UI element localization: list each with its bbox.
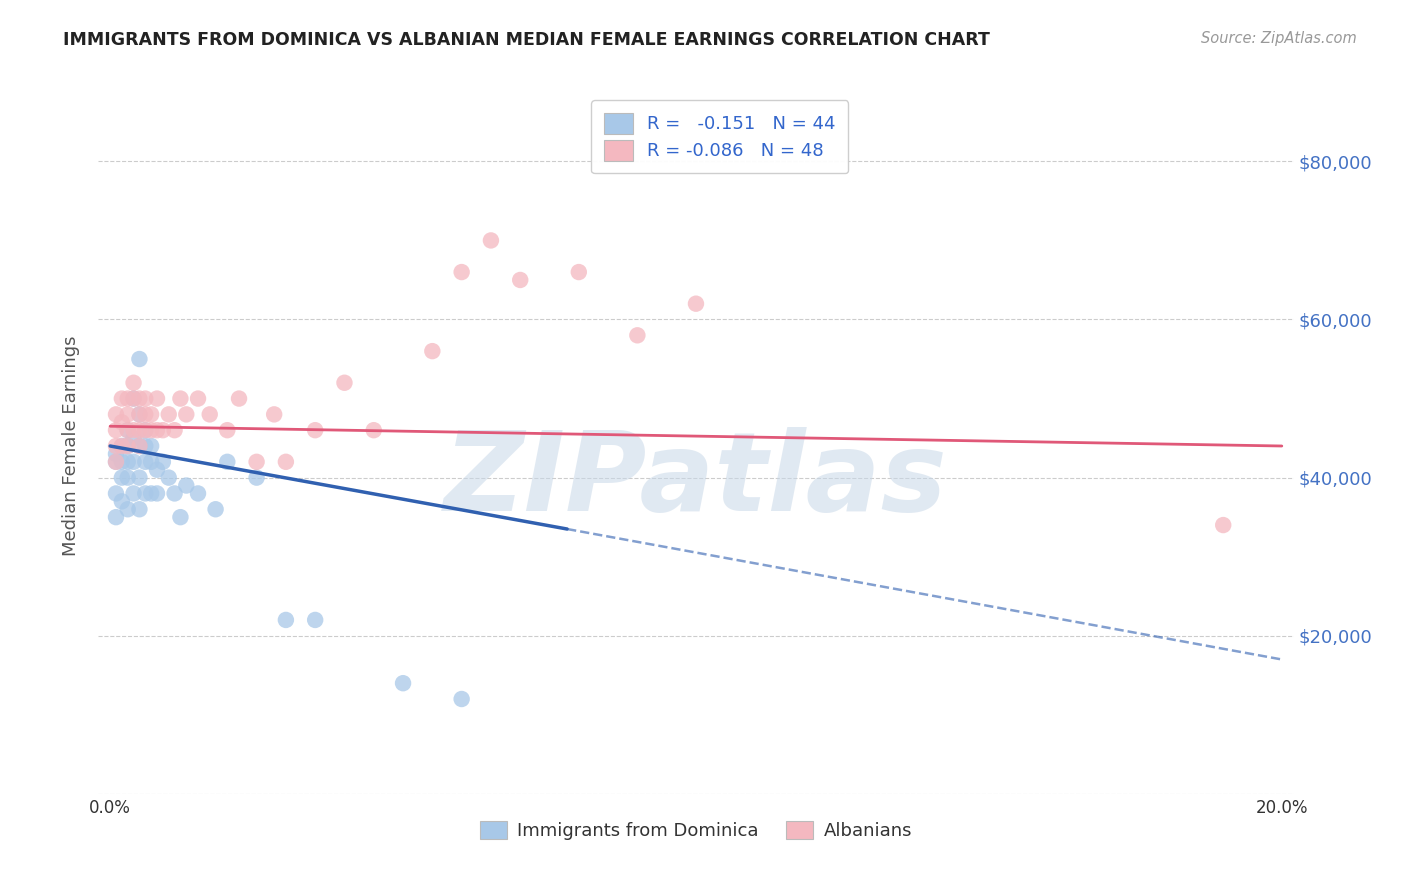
- Point: [422, 344, 444, 359]
- Point: [450, 692, 472, 706]
- Point: [134, 455, 156, 469]
- Point: [174, 478, 197, 492]
- Point: [128, 408, 150, 422]
- Point: [392, 676, 415, 690]
- Point: [146, 392, 169, 406]
- Point: [134, 408, 156, 422]
- Point: [146, 463, 169, 477]
- Point: [128, 423, 150, 437]
- Point: [685, 296, 707, 310]
- Point: [128, 439, 150, 453]
- Point: [105, 455, 128, 469]
- Point: [134, 423, 156, 437]
- Point: [169, 510, 191, 524]
- Point: [134, 439, 156, 453]
- Point: [122, 392, 145, 406]
- Point: [105, 408, 128, 422]
- Point: [122, 486, 145, 500]
- Point: [1212, 518, 1234, 533]
- Point: [122, 392, 145, 406]
- Point: [509, 273, 531, 287]
- Point: [128, 439, 150, 453]
- Point: [105, 510, 128, 524]
- Point: [105, 455, 128, 469]
- Point: [169, 392, 191, 406]
- Point: [174, 408, 197, 422]
- Point: [141, 423, 163, 437]
- Point: [163, 486, 186, 500]
- Point: [128, 470, 150, 484]
- Point: [128, 502, 150, 516]
- Point: [111, 439, 134, 453]
- Point: [304, 613, 326, 627]
- Point: [128, 408, 150, 422]
- Point: [117, 455, 139, 469]
- Point: [117, 408, 139, 422]
- Text: IMMIGRANTS FROM DOMINICA VS ALBANIAN MEDIAN FEMALE EARNINGS CORRELATION CHART: IMMIGRANTS FROM DOMINICA VS ALBANIAN MED…: [63, 31, 990, 49]
- Point: [274, 455, 297, 469]
- Point: [228, 392, 250, 406]
- Point: [117, 423, 139, 437]
- Point: [263, 408, 285, 422]
- Point: [111, 455, 134, 469]
- Point: [117, 439, 139, 453]
- Point: [134, 392, 156, 406]
- Point: [128, 352, 150, 367]
- Point: [363, 423, 385, 437]
- Point: [626, 328, 648, 343]
- Point: [333, 376, 356, 390]
- Point: [141, 439, 163, 453]
- Point: [122, 455, 145, 469]
- Point: [304, 423, 326, 437]
- Point: [217, 455, 239, 469]
- Point: [117, 423, 139, 437]
- Point: [105, 447, 128, 461]
- Point: [111, 494, 134, 508]
- Point: [111, 439, 134, 453]
- Point: [111, 392, 134, 406]
- Text: ZIPatlas: ZIPatlas: [444, 427, 948, 534]
- Point: [141, 408, 163, 422]
- Point: [157, 470, 180, 484]
- Point: [134, 423, 156, 437]
- Point: [568, 265, 591, 279]
- Legend: Immigrants from Dominica, Albanians: Immigrants from Dominica, Albanians: [472, 814, 920, 847]
- Point: [246, 455, 269, 469]
- Point: [111, 415, 134, 429]
- Point: [479, 234, 502, 248]
- Point: [246, 470, 269, 484]
- Point: [117, 502, 139, 516]
- Point: [141, 486, 163, 500]
- Point: [105, 439, 128, 453]
- Point: [122, 423, 145, 437]
- Point: [141, 455, 163, 469]
- Point: [117, 470, 139, 484]
- Point: [157, 408, 180, 422]
- Point: [198, 408, 221, 422]
- Text: Source: ZipAtlas.com: Source: ZipAtlas.com: [1201, 31, 1357, 46]
- Point: [134, 486, 156, 500]
- Point: [152, 455, 174, 469]
- Point: [146, 423, 169, 437]
- Point: [117, 392, 139, 406]
- Point: [187, 392, 209, 406]
- Y-axis label: Median Female Earnings: Median Female Earnings: [62, 335, 80, 557]
- Point: [163, 423, 186, 437]
- Point: [450, 265, 472, 279]
- Point: [117, 439, 139, 453]
- Point: [187, 486, 209, 500]
- Point: [128, 392, 150, 406]
- Point: [122, 376, 145, 390]
- Point: [217, 423, 239, 437]
- Point: [105, 423, 128, 437]
- Point: [122, 431, 145, 445]
- Point: [152, 423, 174, 437]
- Point: [146, 486, 169, 500]
- Point: [204, 502, 226, 516]
- Point: [105, 486, 128, 500]
- Point: [274, 613, 297, 627]
- Point: [111, 470, 134, 484]
